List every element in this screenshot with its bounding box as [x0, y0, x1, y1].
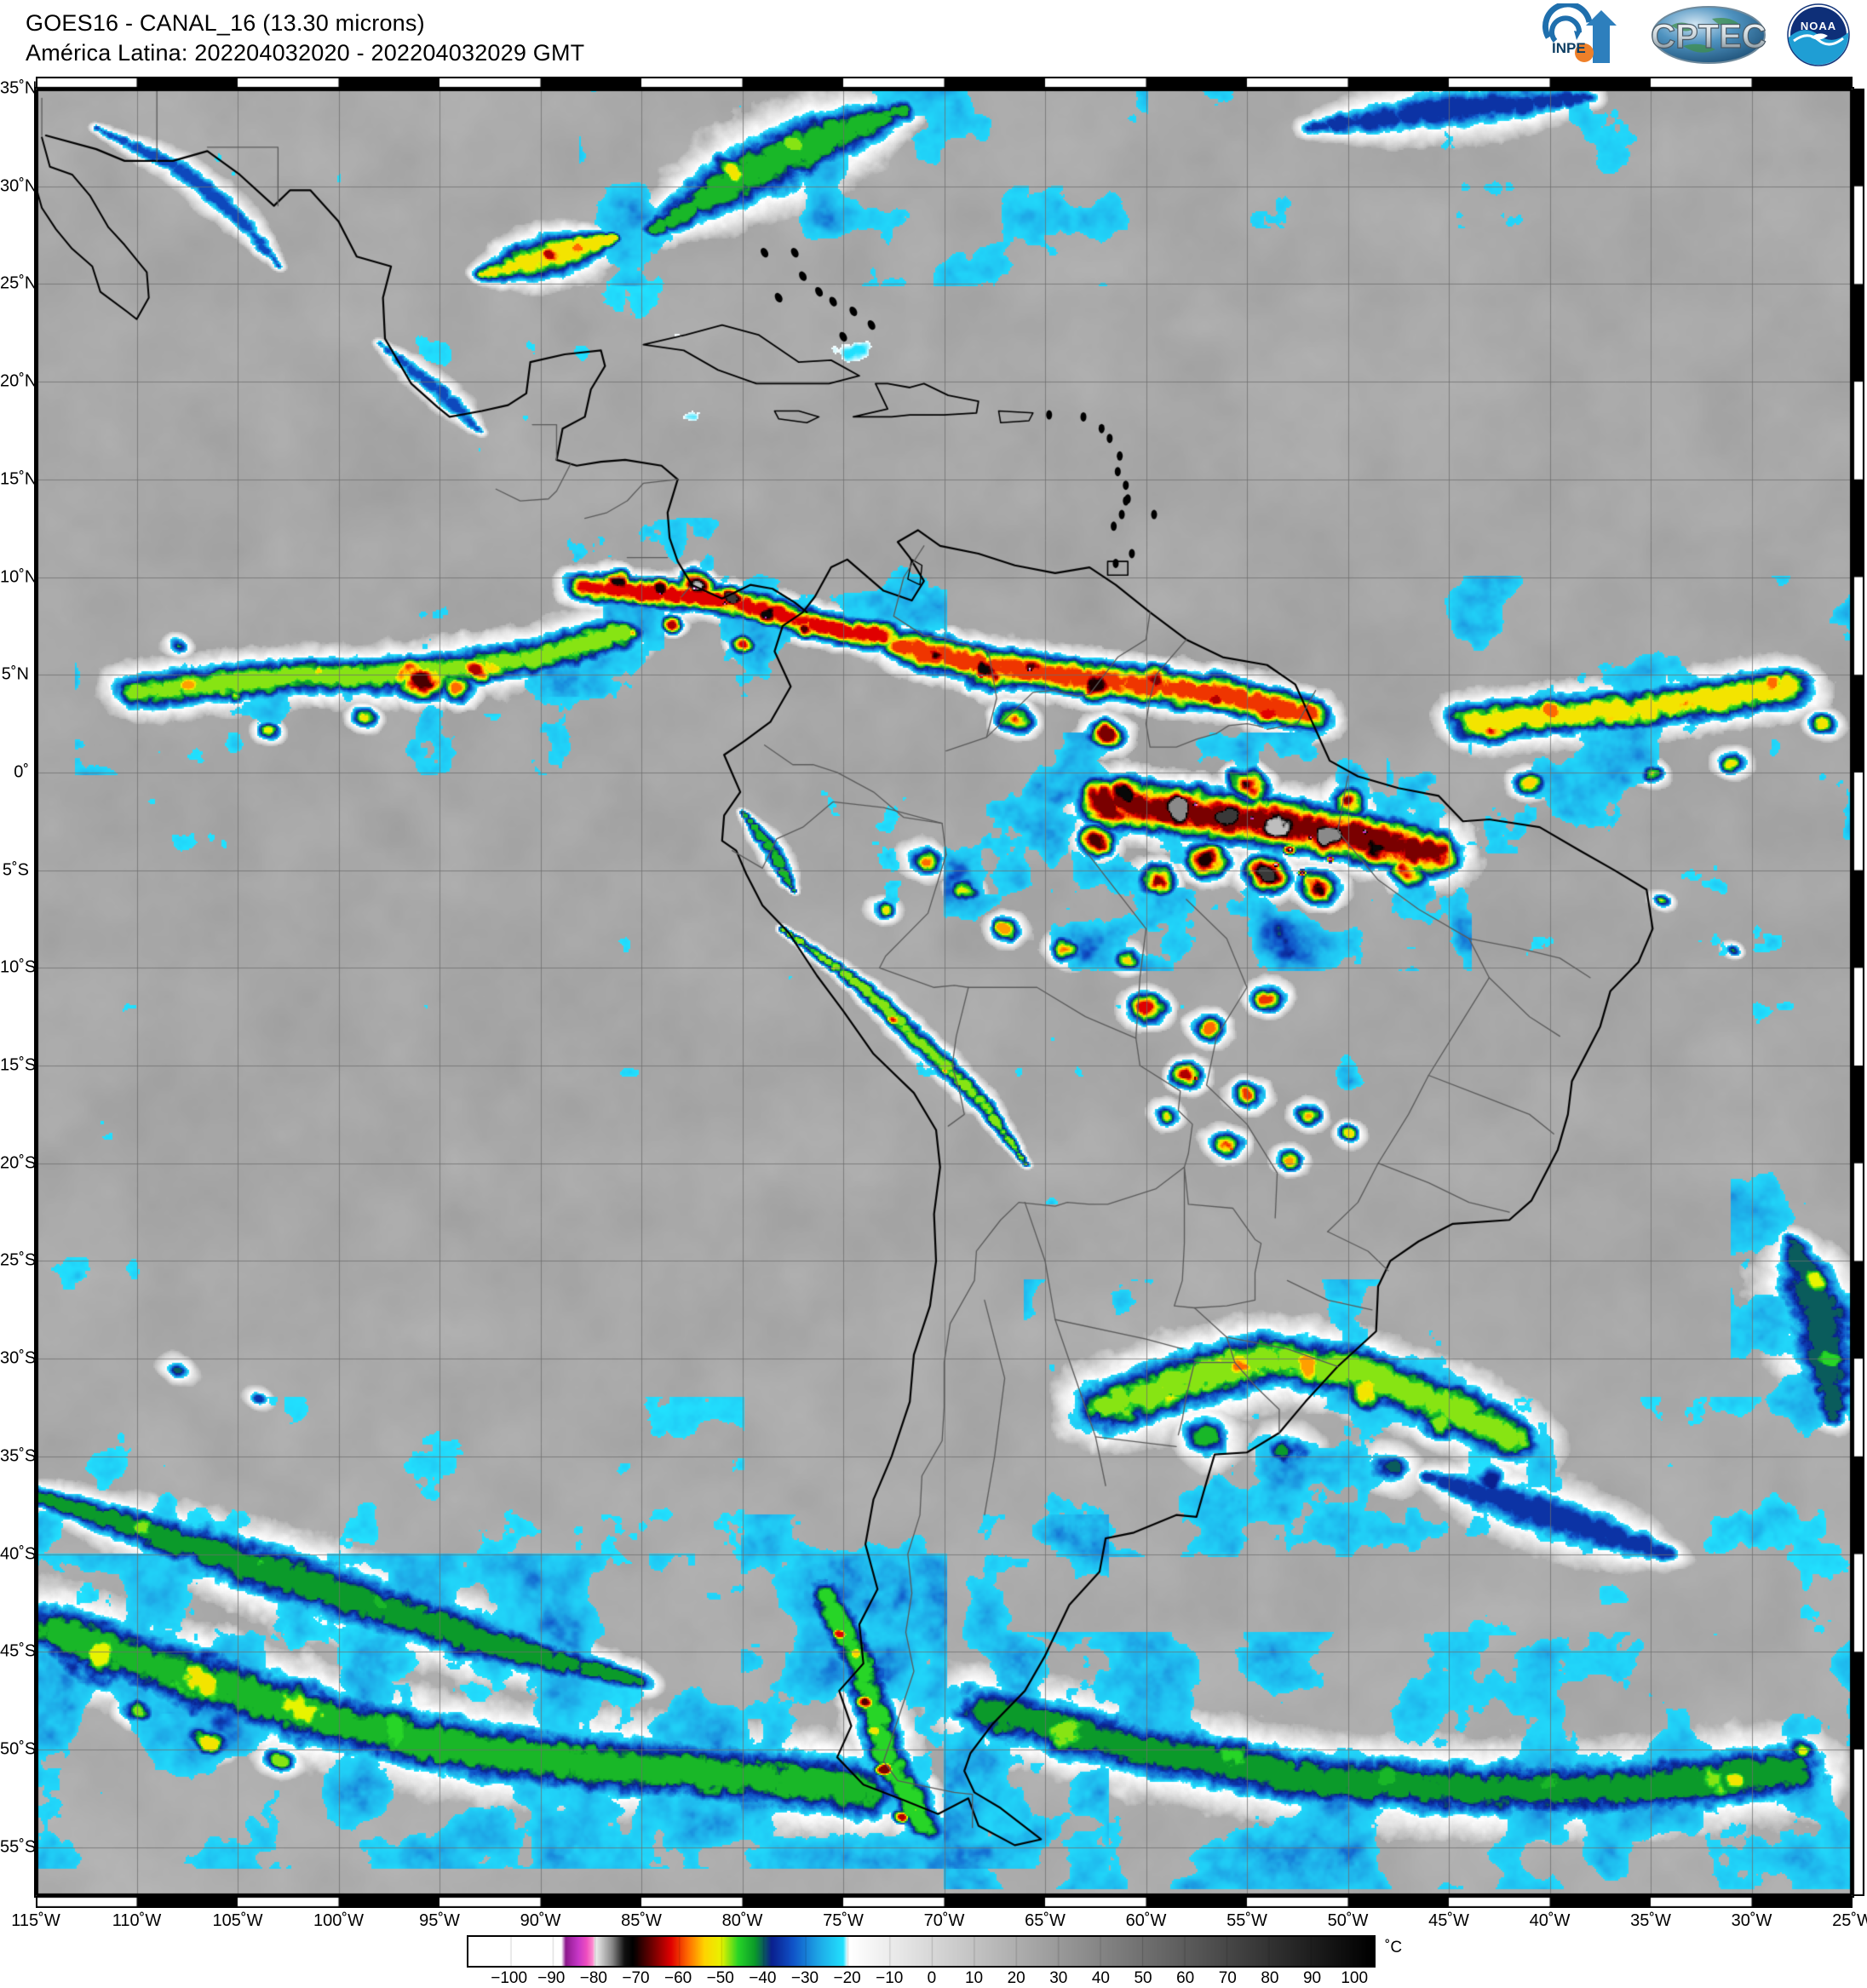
colorbar-tick-8: −20	[833, 1969, 861, 1987]
header-bar: GOES16 - CANAL_16 (13.30 microns) Améric…	[0, 0, 1867, 89]
lon-tick-0: 115˚W	[11, 1911, 60, 1930]
lon-tick-18: 25˚W	[1832, 1911, 1867, 1930]
satellite-image-plot[interactable]	[34, 87, 1854, 1898]
colorbar-tick-15: 50	[1134, 1969, 1152, 1987]
colorbar-tick-16: 60	[1176, 1969, 1195, 1987]
lon-tick-12: 55˚W	[1226, 1911, 1267, 1930]
lat-tick-14: 35˚S	[0, 1446, 37, 1466]
lat-tick-16: 45˚S	[0, 1641, 37, 1661]
lat-tick-17: 50˚S	[0, 1739, 37, 1759]
colorbar-tick-0: −100	[491, 1969, 528, 1987]
colorbar-unit-label: ˚C	[1385, 1939, 1403, 1956]
cptec-logo-text: CPTEC	[1651, 18, 1766, 55]
lon-tick-3: 100˚W	[313, 1911, 364, 1930]
colorbar-tick-7: −30	[790, 1969, 819, 1987]
colorbar-tick-20: 100	[1341, 1969, 1369, 1987]
colorbar-tick-4: −60	[664, 1969, 692, 1987]
colorbar-tick-13: 30	[1049, 1969, 1068, 1987]
lat-tick-2: 25˚N	[0, 273, 37, 293]
colorbar-gradient	[467, 1935, 1376, 1968]
lat-tick-1: 30˚N	[0, 176, 37, 196]
lat-tick-13: 30˚S	[0, 1348, 37, 1368]
lat-tick-0: 35˚N	[0, 78, 37, 98]
lat-tick-8: 5˚S	[2, 860, 29, 880]
cptec-logo: CPTEC	[1651, 6, 1766, 64]
colorbar-tick-5: −50	[706, 1969, 734, 1987]
axis-top-ticks	[36, 77, 1853, 89]
lon-tick-4: 95˚W	[419, 1911, 460, 1930]
colorbar-tick-12: 20	[1007, 1969, 1025, 1987]
lon-tick-11: 60˚W	[1125, 1911, 1167, 1930]
lon-tick-5: 90˚W	[520, 1911, 561, 1930]
lon-tick-7: 80˚W	[721, 1911, 763, 1930]
axis-right-ticks	[1853, 89, 1864, 1896]
lon-tick-16: 35˚W	[1630, 1911, 1671, 1930]
colorbar-tick-6: −40	[749, 1969, 777, 1987]
lat-tick-9: 10˚S	[0, 957, 37, 977]
colorbar-tick-10: 0	[927, 1969, 937, 1987]
lon-tick-14: 45˚W	[1428, 1911, 1469, 1930]
lat-tick-18: 55˚S	[0, 1837, 37, 1857]
colorbar: ˚C −100 −90 −80 −70 −60 −50 −40 −30 −20 −10 0 10 20 3…	[0, 1930, 1867, 1987]
lon-tick-6: 85˚W	[621, 1911, 662, 1930]
lat-tick-4: 15˚N	[0, 469, 37, 489]
lat-tick-5: 10˚N	[0, 567, 37, 586]
colorbar-tick-19: 90	[1302, 1969, 1322, 1987]
colorbar-tick-18: 80	[1261, 1969, 1279, 1987]
noaa-logo: NOAA	[1787, 3, 1850, 66]
logo-group: INPE CPTEC	[1533, 2, 1852, 68]
lat-tick-15: 40˚S	[0, 1544, 37, 1564]
page-subtitle: América Latina: 202204032020 - 202204032…	[26, 40, 585, 66]
lon-tick-2: 105˚W	[212, 1911, 263, 1930]
inpe-logo-text: INPE	[1552, 40, 1586, 56]
colorbar-tick-14: 40	[1091, 1969, 1110, 1987]
lon-tick-8: 75˚W	[823, 1911, 864, 1930]
lon-tick-9: 70˚W	[923, 1911, 965, 1930]
noaa-logo-text: NOAA	[1801, 20, 1836, 32]
lon-tick-15: 40˚W	[1529, 1911, 1571, 1930]
lat-tick-12: 25˚S	[0, 1250, 37, 1270]
lon-tick-1: 110˚W	[112, 1911, 162, 1930]
colorbar-tick-2: −80	[579, 1969, 607, 1987]
lon-tick-17: 30˚W	[1731, 1911, 1772, 1930]
lat-tick-11: 20˚S	[0, 1153, 37, 1173]
colorbar-tick-9: −10	[876, 1969, 904, 1987]
lat-tick-3: 20˚N	[0, 371, 37, 391]
lat-tick-6: 5˚N	[1, 664, 29, 684]
colorbar-tick-3: −70	[622, 1969, 650, 1987]
lon-tick-13: 50˚W	[1327, 1911, 1369, 1930]
inpe-logo: INPE	[1542, 3, 1617, 63]
page-title: GOES16 - CANAL_16 (13.30 microns)	[26, 10, 425, 36]
lat-tick-10: 15˚S	[0, 1055, 37, 1075]
satellite-infrared-raster[interactable]	[36, 89, 1853, 1896]
colorbar-tick-1: −90	[537, 1969, 566, 1987]
colorbar-tick-17: 70	[1218, 1969, 1237, 1987]
lat-tick-7: 0˚	[14, 762, 29, 782]
axis-bottom-ticks	[36, 1896, 1853, 1908]
lon-tick-10: 65˚W	[1025, 1911, 1066, 1930]
colorbar-tick-11: 10	[964, 1969, 984, 1987]
